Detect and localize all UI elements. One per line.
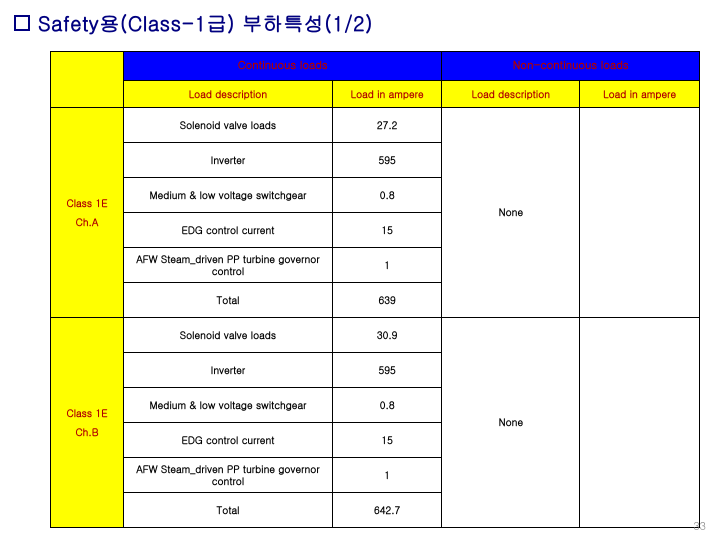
load-description: Medium & low voltage switchgear: [124, 178, 333, 213]
header-cont-amp: Load in ampere: [332, 81, 442, 108]
slide-title-row: Safety용(Class-1급) 부하특성(1/2): [0, 0, 720, 41]
group-label: Class 1E Ch.B: [51, 318, 124, 528]
load-value: 15: [332, 423, 442, 458]
load-value: 639: [332, 283, 442, 318]
table-row: Class 1ECh.BSolenoid valve loads30.9None: [51, 318, 700, 353]
load-value: 642.7: [332, 493, 442, 528]
header-continuous: Continuous loads: [124, 52, 442, 81]
page-number: 33: [693, 519, 706, 534]
group-label: Class 1E Ch.A: [51, 108, 124, 318]
load-description: EDG control current: [124, 213, 333, 248]
header-row-sub: Load description Load in ampere Load des…: [51, 81, 700, 108]
noncont-desc: None: [442, 108, 580, 318]
noncont-val: [580, 318, 700, 528]
header-noncontinuous: Non-continuous loads: [442, 52, 700, 81]
load-value: 0.8: [332, 388, 442, 423]
header-noncont-desc: Load description: [442, 81, 580, 108]
load-value: 1: [332, 458, 442, 493]
header-cont-desc: Load description: [124, 81, 333, 108]
group-label-line: Ch.A: [53, 216, 121, 229]
table-container: Continuous loads Non-continuous loads Lo…: [0, 41, 720, 528]
group-label-line: Class 1E: [53, 407, 121, 420]
load-description: Solenoid valve loads: [124, 108, 333, 143]
load-description: Inverter: [124, 143, 333, 178]
load-value: 595: [332, 143, 442, 178]
load-description: AFW Steam_driven PP turbine governor con…: [124, 248, 333, 283]
load-value: 27.2: [332, 108, 442, 143]
load-value: 0.8: [332, 178, 442, 213]
load-description: EDG control current: [124, 423, 333, 458]
load-description: AFW Steam_driven PP turbine governor con…: [124, 458, 333, 493]
noncont-val: [580, 108, 700, 318]
noncont-desc: None: [442, 318, 580, 528]
table-body: Class 1ECh.ASolenoid valve loads27.2None…: [51, 108, 700, 528]
load-description: Inverter: [124, 353, 333, 388]
load-description: Solenoid valve loads: [124, 318, 333, 353]
load-description: Total: [124, 283, 333, 318]
load-value: 595: [332, 353, 442, 388]
title-bullet-icon: [14, 15, 30, 31]
load-description: Total: [124, 493, 333, 528]
load-value: 1: [332, 248, 442, 283]
table-row: Class 1ECh.ASolenoid valve loads27.2None: [51, 108, 700, 143]
header-corner: [51, 52, 124, 108]
load-table: Continuous loads Non-continuous loads Lo…: [50, 51, 700, 528]
load-value: 30.9: [332, 318, 442, 353]
load-value: 15: [332, 213, 442, 248]
group-label-line: Class 1E: [53, 197, 121, 210]
load-description: Medium & low voltage switchgear: [124, 388, 333, 423]
group-label-line: Ch.B: [53, 426, 121, 439]
header-row-top: Continuous loads Non-continuous loads: [51, 52, 700, 81]
slide-title: Safety용(Class-1급) 부하특성(1/2): [38, 8, 373, 37]
header-noncont-amp: Load in ampere: [580, 81, 700, 108]
